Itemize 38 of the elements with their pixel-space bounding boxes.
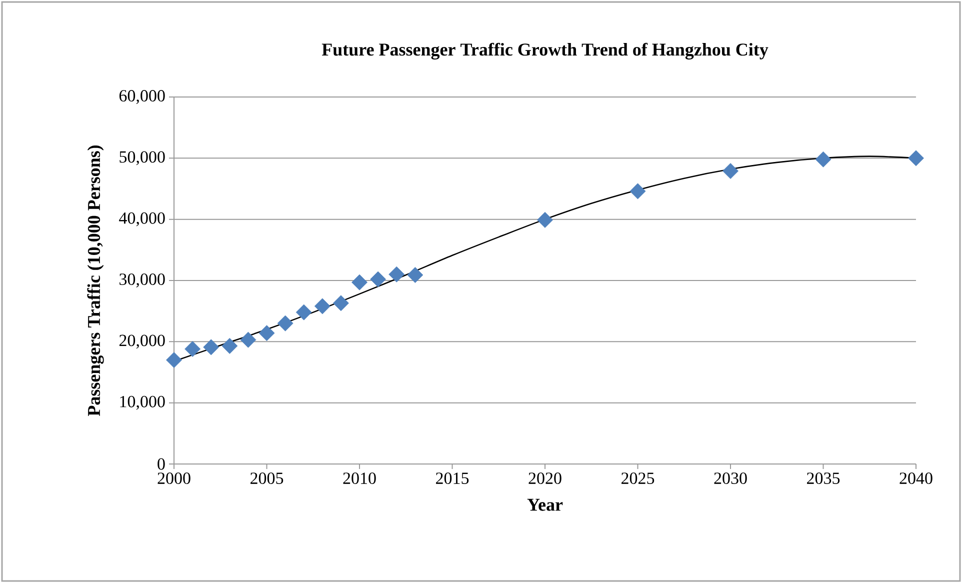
point <box>222 338 238 354</box>
point <box>722 163 738 179</box>
point <box>370 271 386 288</box>
x-axis-title: Year <box>527 498 563 511</box>
y-tick-label: 60,000 <box>119 90 165 104</box>
point <box>258 325 275 342</box>
y-tick-label: 50,000 <box>120 151 165 166</box>
x-tick-label: 2030 <box>714 472 747 484</box>
x-tick-label: 2020 <box>528 472 562 484</box>
y-tick-label: 0 <box>158 458 165 470</box>
point <box>277 315 294 332</box>
y-tick-label: 30,000 <box>120 274 165 288</box>
point <box>630 183 646 200</box>
x-tick-label: 2015 <box>436 472 469 484</box>
point <box>537 212 553 228</box>
x-tick-label: 2010 <box>343 472 376 484</box>
point <box>908 150 924 166</box>
point <box>314 298 330 314</box>
point <box>296 304 312 320</box>
x-tick-label: 2000 <box>158 472 190 484</box>
y-axis-title: Passengers Traffic (10,000 Persons) <box>87 145 104 416</box>
x-tick-label: 2025 <box>622 472 654 484</box>
point <box>332 295 349 312</box>
chart-title: Future Passenger Traffic Growth Trend of Hangzhou City <box>322 42 768 60</box>
point <box>184 341 201 357</box>
y-tick-label: 20,000 <box>119 334 165 349</box>
x-tick-label: 2040 <box>900 472 932 484</box>
point <box>166 352 182 368</box>
point <box>203 339 220 356</box>
point <box>815 151 832 168</box>
x-tick-label: 2035 <box>807 472 840 484</box>
x-tick-label: 2005 <box>250 472 284 484</box>
point <box>352 274 368 290</box>
y-tick-label: 10,000 <box>120 396 165 410</box>
point <box>240 332 256 348</box>
point <box>388 266 405 282</box>
point <box>407 267 424 283</box>
y-tick-label: 40,000 <box>119 212 165 226</box>
